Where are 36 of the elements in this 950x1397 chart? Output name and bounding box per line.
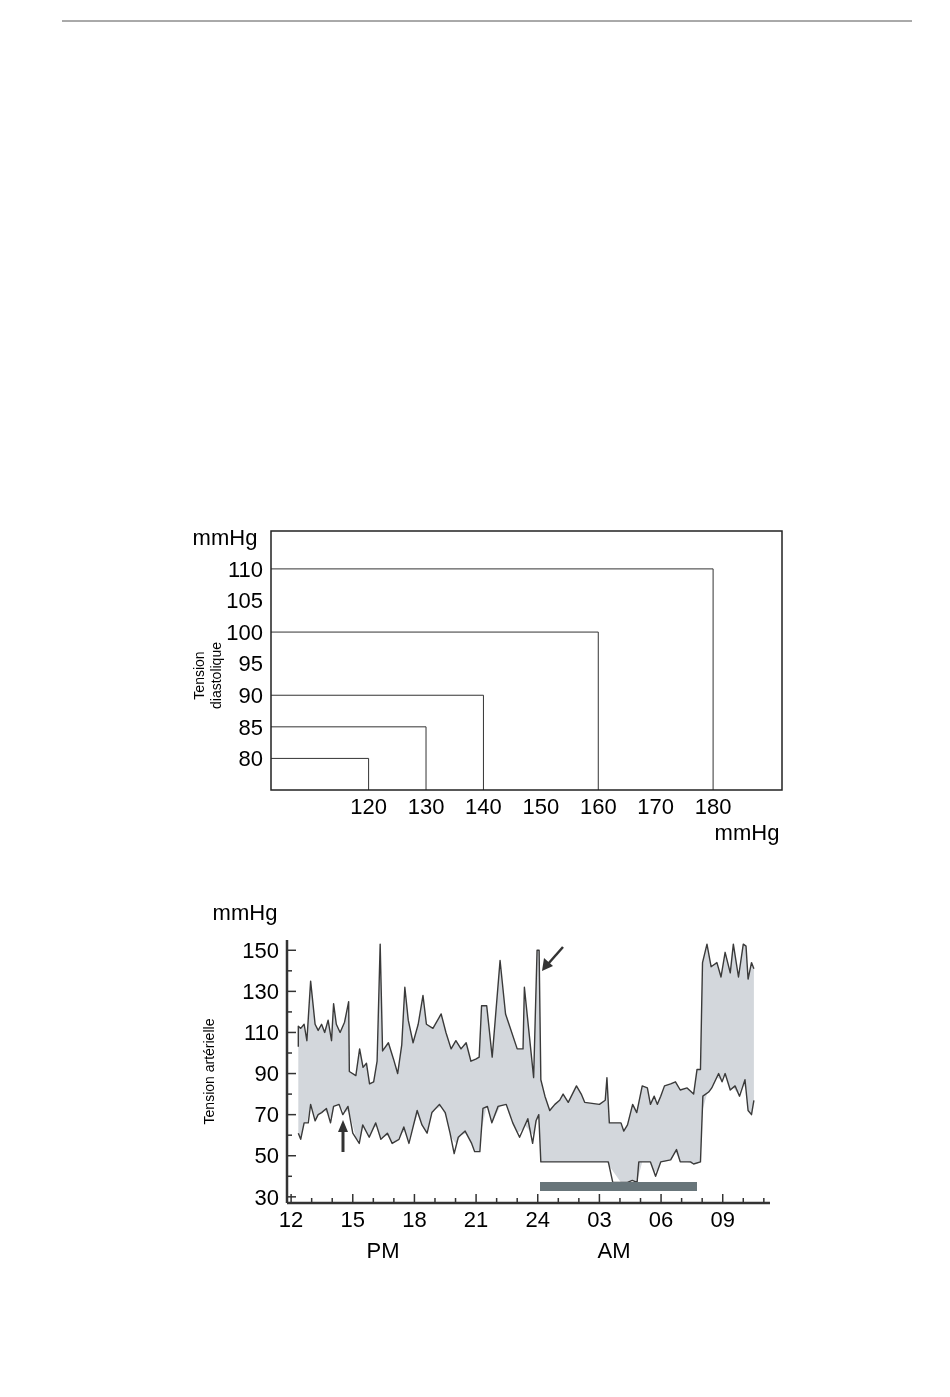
- y-tick-label: 80: [238, 746, 263, 772]
- x-axis-title: mmHg: [714, 820, 780, 845]
- y-tick-label: 90: [238, 682, 263, 708]
- x-tick-label: 130: [407, 794, 445, 819]
- x-tick-label: 06: [648, 1207, 674, 1232]
- x-tick-label: 180: [694, 794, 732, 819]
- x-tick-label: 15: [340, 1207, 366, 1232]
- y-tick-label: 110: [243, 1020, 279, 1046]
- x-tick-label: 09: [710, 1207, 735, 1232]
- text: AM: [597, 1238, 631, 1263]
- y-tick-label: 50: [254, 1143, 279, 1169]
- text: PM: [366, 1238, 400, 1263]
- x-tick-label: 21: [463, 1207, 489, 1232]
- x-tick-label: 160: [579, 794, 617, 819]
- x-tick-label: 150: [522, 794, 560, 819]
- y-tick-label: 130: [242, 979, 279, 1005]
- x-tick-label: 120: [350, 794, 387, 819]
- x-tick-label: 03: [587, 1207, 612, 1232]
- x-tick-label: 12: [278, 1207, 304, 1232]
- y-axis-title: Tension diastolique: [191, 641, 224, 709]
- x-tick-label: 24: [525, 1207, 550, 1232]
- y-tick-label: 100: [226, 619, 263, 645]
- y-axis-title: Tension artérielle: [201, 1018, 217, 1125]
- x-tick-label: 140: [465, 794, 502, 819]
- y-tick-label: 70: [254, 1102, 279, 1128]
- y-tick-label: 30: [254, 1184, 279, 1210]
- y-tick-label: 85: [238, 714, 263, 740]
- x-tick-label: 170: [637, 794, 675, 819]
- y-tick-label: 90: [254, 1061, 279, 1087]
- x-tick-label: 18: [402, 1207, 427, 1232]
- text: mmHg: [212, 900, 278, 925]
- y-tick-label: 110: [227, 556, 263, 582]
- y-tick-label: 150: [242, 937, 279, 963]
- y-tick-label: 95: [238, 651, 263, 677]
- y-tick-label: 105: [226, 588, 263, 614]
- text: mmHg: [192, 525, 258, 550]
